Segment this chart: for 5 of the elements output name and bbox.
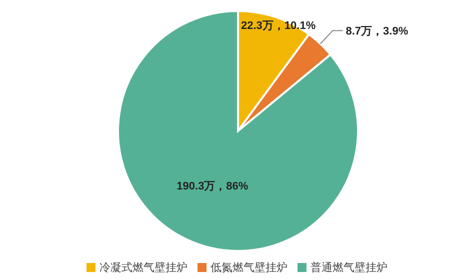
data-label: 8.7万，3.9% [346,26,408,38]
data-label: 190.3万，86% [176,180,248,192]
legend-label: 低氮燃气壁挂炉 [210,261,288,274]
legend-label: 普通燃气壁挂炉 [310,261,388,274]
legend-label: 冷凝式燃气壁挂炉 [100,261,188,274]
